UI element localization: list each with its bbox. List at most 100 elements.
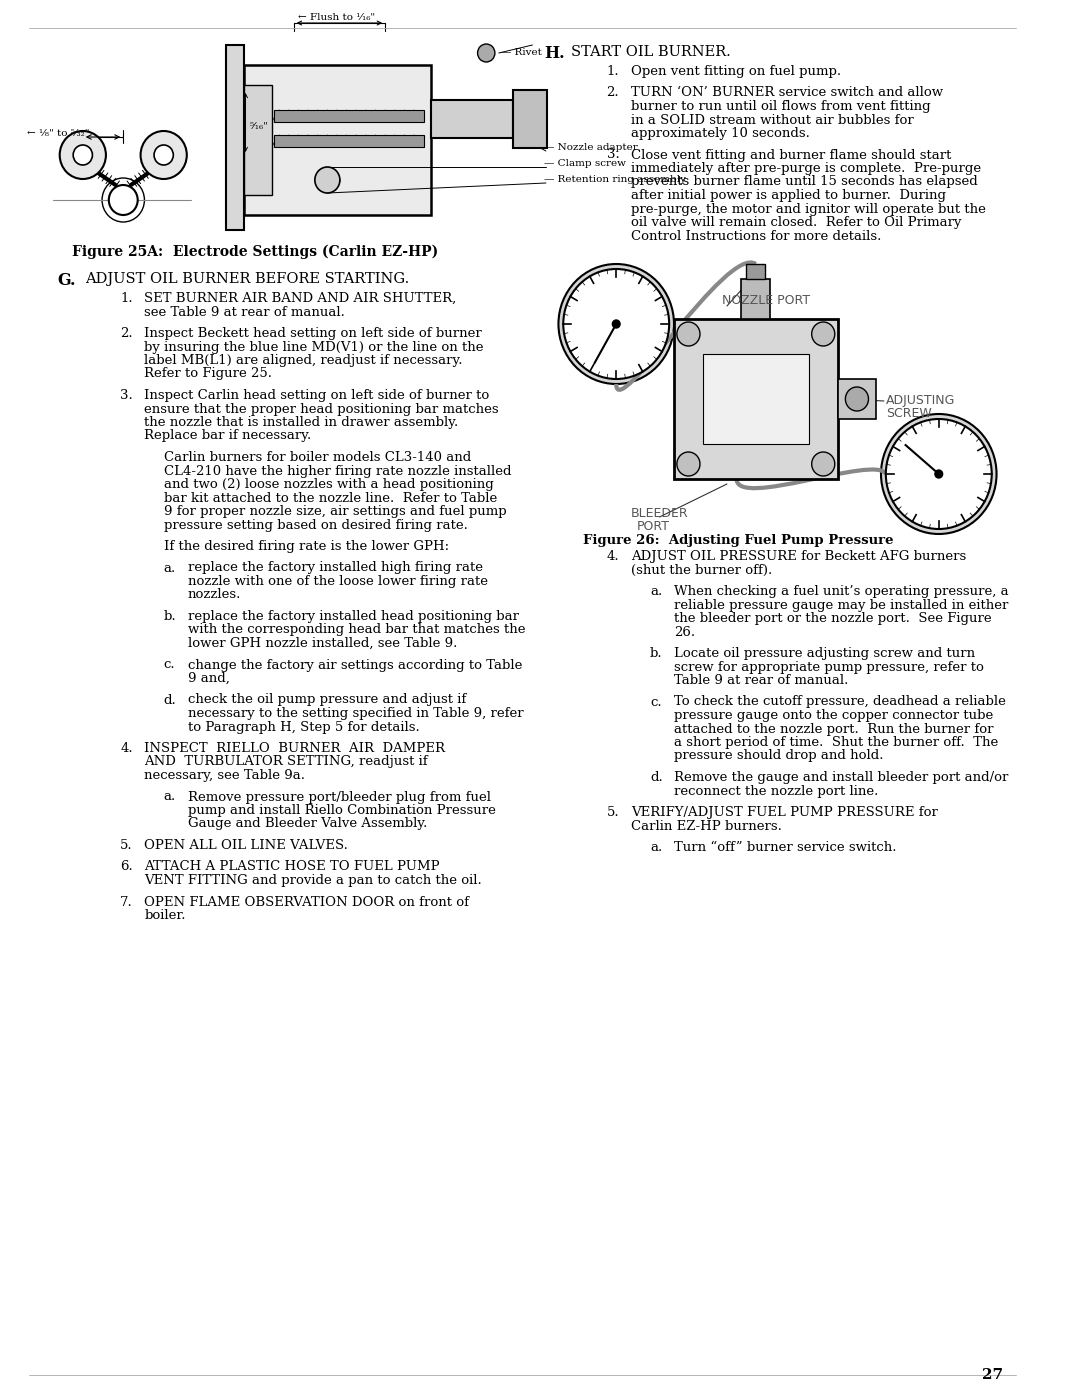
- Text: Replace bar if necessary.: Replace bar if necessary.: [145, 429, 312, 443]
- Text: pressure should drop and hold.: pressure should drop and hold.: [674, 750, 883, 763]
- Circle shape: [881, 414, 997, 534]
- Circle shape: [564, 270, 670, 379]
- Text: check the oil pump pressure and adjust if: check the oil pump pressure and adjust i…: [188, 693, 465, 707]
- Text: (shut the burner off).: (shut the burner off).: [631, 563, 772, 577]
- Text: after initial power is applied to burner.  During: after initial power is applied to burner…: [631, 189, 946, 203]
- Text: boiler.: boiler.: [145, 909, 186, 922]
- Bar: [244, 85, 272, 196]
- Text: d.: d.: [650, 771, 663, 784]
- Bar: [838, 379, 876, 419]
- Text: replace the factory installed head positioning bar: replace the factory installed head posit…: [188, 610, 518, 623]
- Text: G.: G.: [57, 272, 77, 289]
- Text: pump and install Riello Combination Pressure: pump and install Riello Combination Pres…: [188, 805, 496, 817]
- Text: c.: c.: [164, 658, 175, 672]
- Text: ← Flush to ¹⁄₁₆": ← Flush to ¹⁄₁₆": [298, 13, 376, 22]
- Text: 27: 27: [982, 1368, 1003, 1382]
- Text: b.: b.: [164, 610, 176, 623]
- Bar: [227, 45, 244, 231]
- Text: OPEN FLAME OBSERVATION DOOR on front of: OPEN FLAME OBSERVATION DOOR on front of: [145, 895, 470, 908]
- Text: a short period of time.  Shut the burner off.  The: a short period of time. Shut the burner …: [674, 736, 998, 749]
- Text: bar kit attached to the nozzle line.  Refer to Table: bar kit attached to the nozzle line. Ref…: [164, 492, 497, 504]
- Text: H.: H.: [544, 45, 565, 61]
- Text: a.: a.: [650, 841, 662, 854]
- Bar: [513, 89, 546, 148]
- Text: nozzle with one of the loose lower firing rate: nozzle with one of the loose lower firin…: [188, 576, 488, 588]
- Text: a.: a.: [164, 562, 176, 574]
- Text: replace the factory installed high firing rate: replace the factory installed high firin…: [188, 562, 483, 574]
- Text: lower GPH nozzle installed, see Table 9.: lower GPH nozzle installed, see Table 9.: [188, 637, 457, 650]
- Text: Figure 26:  Adjusting Fuel Pump Pressure: Figure 26: Adjusting Fuel Pump Pressure: [582, 534, 893, 548]
- Text: Refer to Figure 25.: Refer to Figure 25.: [145, 367, 272, 380]
- Text: ⁵⁄₁₆": ⁵⁄₁₆": [249, 122, 268, 131]
- Text: 2.: 2.: [120, 327, 133, 339]
- Circle shape: [477, 43, 495, 61]
- Text: START OIL BURNER.: START OIL BURNER.: [571, 45, 731, 59]
- Text: ensure that the proper head positioning bar matches: ensure that the proper head positioning …: [145, 402, 499, 415]
- Text: Table 9 at rear of manual.: Table 9 at rear of manual.: [674, 673, 849, 687]
- Text: CL4-210 have the higher firing rate nozzle installed: CL4-210 have the higher firing rate nozz…: [164, 464, 511, 478]
- Text: reliable pressure gauge may be installed in either: reliable pressure gauge may be installed…: [674, 598, 1009, 612]
- Text: PORT: PORT: [636, 520, 670, 534]
- Text: ← ¹⁄₈" to ⁵⁄₃₂": ← ¹⁄₈" to ⁵⁄₃₂": [27, 129, 90, 138]
- Text: BLEEDER: BLEEDER: [631, 507, 688, 520]
- Text: necessary, see Table 9a.: necessary, see Table 9a.: [145, 768, 306, 782]
- Circle shape: [73, 145, 93, 165]
- Text: 3.: 3.: [120, 388, 133, 402]
- Text: 3.: 3.: [607, 148, 619, 162]
- Text: — Retention ring assembly: — Retention ring assembly: [544, 175, 686, 184]
- Text: d.: d.: [164, 693, 176, 707]
- Text: AND  TURBULATOR SETTING, readjust if: AND TURBULATOR SETTING, readjust if: [145, 756, 428, 768]
- Circle shape: [154, 145, 173, 165]
- Text: label MB(L1) are aligned, readjust if necessary.: label MB(L1) are aligned, readjust if ne…: [145, 353, 463, 367]
- Text: Carlin EZ-HP burners.: Carlin EZ-HP burners.: [631, 820, 782, 833]
- Text: 5.: 5.: [607, 806, 619, 819]
- Text: — Clamp screw: — Clamp screw: [544, 159, 626, 168]
- Text: 1.: 1.: [120, 292, 133, 305]
- Bar: [703, 353, 809, 444]
- Text: VENT FITTING and provide a pan to catch the oil.: VENT FITTING and provide a pan to catch …: [145, 875, 482, 887]
- Text: by insuring the blue line MD(V1) or the line on the: by insuring the blue line MD(V1) or the …: [145, 341, 484, 353]
- Text: Control Instructions for more details.: Control Instructions for more details.: [631, 229, 881, 243]
- Text: and two (2) loose nozzles with a head positioning: and two (2) loose nozzles with a head po…: [164, 478, 494, 490]
- Text: SCREW: SCREW: [886, 407, 932, 420]
- Circle shape: [886, 419, 991, 529]
- Circle shape: [846, 387, 868, 411]
- Text: necessary to the setting specified in Table 9, refer: necessary to the setting specified in Ta…: [188, 707, 524, 719]
- Circle shape: [677, 321, 700, 346]
- Circle shape: [59, 131, 106, 179]
- Bar: [274, 110, 423, 122]
- Bar: [746, 264, 766, 279]
- Text: ADJUST OIL BURNER BEFORE STARTING.: ADJUST OIL BURNER BEFORE STARTING.: [84, 272, 409, 286]
- Text: pressure setting based on desired firing rate.: pressure setting based on desired firing…: [164, 518, 468, 531]
- Text: 6.: 6.: [120, 861, 133, 873]
- Text: 9 and,: 9 and,: [188, 672, 230, 685]
- Text: pre-purge, the motor and ignitor will operate but the: pre-purge, the motor and ignitor will op…: [631, 203, 986, 215]
- Circle shape: [140, 131, 187, 179]
- Text: screw for appropriate pump pressure, refer to: screw for appropriate pump pressure, ref…: [674, 661, 984, 673]
- Text: 1.: 1.: [607, 66, 619, 78]
- Circle shape: [109, 184, 137, 215]
- Bar: [244, 66, 431, 215]
- Bar: [741, 279, 770, 319]
- Circle shape: [612, 320, 620, 328]
- Text: Remove the gauge and install bleeder port and/or: Remove the gauge and install bleeder por…: [674, 771, 1009, 784]
- Text: Close vent fitting and burner flame should start: Close vent fitting and burner flame shou…: [631, 148, 951, 162]
- Text: with the corresponding head bar that matches the: with the corresponding head bar that mat…: [188, 623, 525, 637]
- Text: burner to run until oil flows from vent fitting: burner to run until oil flows from vent …: [631, 101, 930, 113]
- Text: immediately after pre-purge is complete.  Pre-purge: immediately after pre-purge is complete.…: [631, 162, 981, 175]
- Text: prevents burner flame until 15 seconds has elapsed: prevents burner flame until 15 seconds h…: [631, 176, 977, 189]
- Text: Inspect Beckett head setting on left side of burner: Inspect Beckett head setting on left sid…: [145, 327, 482, 339]
- Text: b.: b.: [650, 647, 662, 659]
- Circle shape: [558, 264, 674, 384]
- Text: the nozzle that is installed in drawer assembly.: the nozzle that is installed in drawer a…: [145, 416, 459, 429]
- Bar: [274, 136, 423, 147]
- Text: in a SOLID stream without air bubbles for: in a SOLID stream without air bubbles fo…: [631, 113, 914, 127]
- Circle shape: [315, 168, 340, 193]
- Text: 2.: 2.: [607, 87, 619, 99]
- Text: NOZZLE PORT: NOZZLE PORT: [723, 293, 810, 307]
- Text: If the desired firing rate is the lower GPH:: If the desired firing rate is the lower …: [164, 541, 449, 553]
- Text: to Paragraph H, Step 5 for details.: to Paragraph H, Step 5 for details.: [188, 721, 419, 733]
- Text: INSPECT  RIELLO  BURNER  AIR  DAMPER: INSPECT RIELLO BURNER AIR DAMPER: [145, 742, 445, 754]
- Text: see Table 9 at rear of manual.: see Table 9 at rear of manual.: [145, 306, 346, 319]
- Text: Open vent fitting on fuel pump.: Open vent fitting on fuel pump.: [631, 66, 841, 78]
